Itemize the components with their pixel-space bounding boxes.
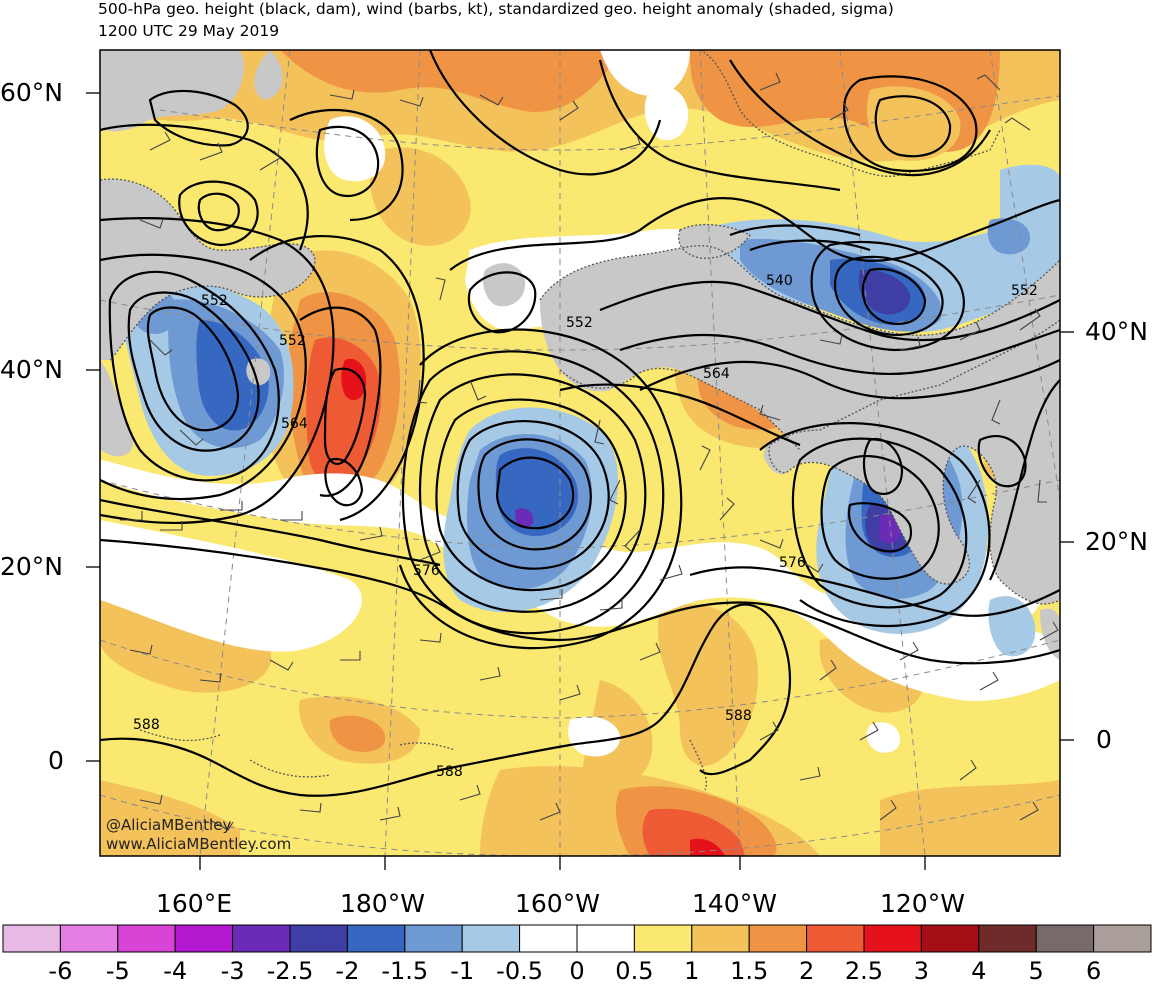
map-frame (99, 49, 1061, 857)
contour-label: 588 (133, 717, 160, 733)
colorbar-tick-label: 3 (913, 957, 930, 985)
colorbar-box (289, 924, 348, 953)
colorbar-tick-label: -0.5 (496, 957, 543, 985)
contour-label: 552 (201, 293, 228, 309)
colorbar-tick-label: -1.5 (381, 957, 429, 985)
colorbar-box (174, 924, 234, 953)
colorbar-box (1035, 924, 1095, 953)
lat-label-40n-right: 40°N (1085, 317, 1149, 346)
colorbar-box (346, 924, 406, 953)
colorbar-tick-label: 2 (798, 957, 815, 985)
lat-label-20n: 20°N (0, 552, 64, 581)
colorbar-box (232, 924, 291, 953)
colorbar-box (117, 924, 176, 953)
colorbar-box (863, 924, 922, 953)
map-field (100, 50, 1060, 856)
contour-label: 540 (766, 273, 793, 289)
lon-label-160e: 160°E (156, 889, 233, 918)
lat-label-equator-right: 0 (1096, 725, 1112, 754)
colorbar-box (748, 924, 808, 953)
colorbar-tick-label: 0 (569, 957, 585, 985)
colorbar-tick-label: 0.5 (615, 957, 654, 985)
lat-label-60n: 60°N (0, 78, 64, 107)
colorbar-box (691, 924, 750, 953)
map-title: 500-hPa geo. height (black, dam), wind (… (98, 0, 894, 18)
colorbar-tick-label: -2 (335, 957, 360, 985)
colorbar-tick-label: 2.5 (844, 957, 884, 985)
credit-website: www.AliciaMBentley.com (106, 835, 292, 853)
colorbar (2, 924, 1152, 953)
lon-label-140w: 140°W (692, 889, 777, 918)
wind-barbs (120, 72, 1059, 831)
colorbar-box (519, 924, 578, 953)
height-contours (100, 50, 1060, 797)
colorbar-box (576, 924, 635, 953)
contour-label: 576 (413, 563, 440, 579)
colorbar-tick-label: 6 (1085, 957, 1102, 985)
contour-label: 588 (725, 708, 752, 724)
contour-label: 588 (436, 764, 463, 780)
colorbar-box (2, 924, 61, 953)
contour-label: 564 (703, 366, 730, 382)
colorbar-tick-label: -2.5 (266, 957, 314, 985)
lat-label-20n-right: 20°N (1085, 527, 1149, 556)
lon-label-180w: 180°W (340, 889, 425, 918)
lon-label-120w: 120°W (880, 889, 965, 918)
lat-label-equator: 0 (48, 746, 64, 775)
colorbar-tick-label: -1 (450, 957, 475, 985)
lon-label-160w: 160°W (515, 889, 600, 918)
map-valid-time: 1200 UTC 29 May 2019 (98, 22, 280, 40)
contour-label: 552 (1011, 283, 1038, 299)
contour-label: 552 (279, 333, 306, 349)
colorbar-tick-label: -6 (48, 957, 73, 985)
colorbar-box (920, 924, 980, 953)
colorbar-tick-label: 1 (684, 957, 700, 985)
colorbar-tick-label: -4 (163, 957, 188, 985)
contour-label: 576 (779, 555, 806, 571)
colorbar-box (461, 924, 521, 953)
credit-handle: @AliciaMBentley (106, 816, 232, 834)
contour-label: 564 (281, 416, 308, 432)
axis-ticks (86, 92, 1074, 870)
colorbar-tick-label: 1.5 (730, 957, 769, 985)
colorbar-box (404, 924, 463, 953)
colorbar-tick-label: 4 (971, 957, 987, 985)
colorbar-box (633, 924, 693, 953)
contour-label: 552 (566, 315, 593, 331)
colorbar-tick-label: -5 (105, 957, 130, 985)
colorbar-tick-label: -3 (220, 957, 245, 985)
colorbar-box (59, 924, 119, 953)
colorbar-box (1093, 924, 1152, 953)
colorbar-box (978, 924, 1037, 953)
lat-label-40n: 40°N (0, 355, 64, 384)
colorbar-tick-label: 5 (1028, 957, 1044, 985)
colorbar-box (806, 924, 865, 953)
coastlines (100, 50, 1060, 791)
